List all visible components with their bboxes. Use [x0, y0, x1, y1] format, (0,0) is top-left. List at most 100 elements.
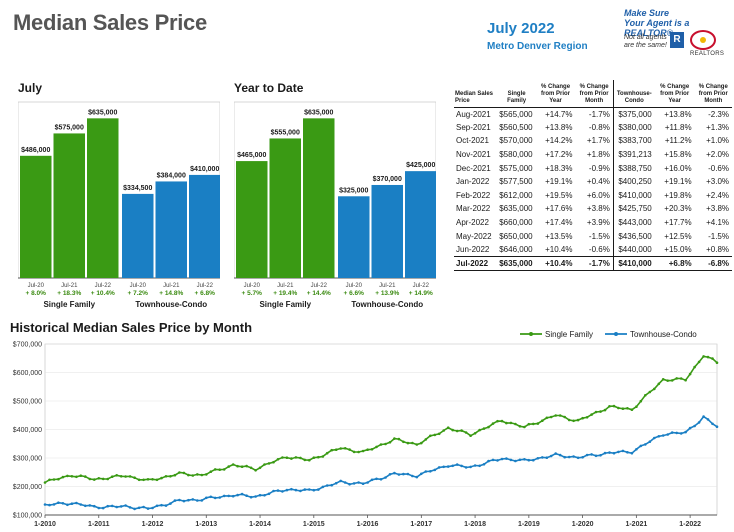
- stats-cell: $650,000: [499, 231, 533, 241]
- history-point: [433, 468, 437, 472]
- ytd-tick-label: Jul-20: [346, 283, 363, 289]
- history-point: [205, 473, 208, 476]
- history-point: [75, 475, 78, 479]
- history-point: [110, 504, 114, 508]
- history-point: [661, 434, 665, 437]
- stats-cell: $635,000: [497, 256, 536, 271]
- history-point: [290, 487, 293, 491]
- history-point: [567, 455, 571, 459]
- report-month: July 2022: [487, 20, 555, 37]
- history-point: [536, 422, 540, 425]
- history-point: [415, 475, 419, 479]
- history-point: [213, 496, 217, 500]
- ytd-value-label: $635,000: [304, 109, 333, 116]
- ytd-value-label: $555,000: [271, 129, 300, 136]
- stats-col-header: Single Family: [497, 80, 536, 108]
- history-point: [496, 459, 499, 462]
- history-legend-marker: [614, 332, 618, 336]
- history-x-tick: 1-2018: [464, 521, 486, 528]
- history-point: [585, 453, 589, 457]
- stats-cell: +1.7%: [586, 136, 610, 146]
- history-point: [648, 390, 652, 394]
- stats-row: Sep-2021 $560,500 +13.8% -0.8% $380,000 +11.8…: [454, 120, 732, 135]
- history-point: [558, 414, 562, 417]
- history-point: [281, 456, 284, 459]
- history-point: [191, 498, 195, 501]
- stats-cell: +13.8%: [545, 122, 573, 132]
- stats-cell: +0.8%: [706, 244, 729, 254]
- history-point: [325, 484, 329, 487]
- history-point: [352, 482, 356, 485]
- stats-cell: $425,750: [612, 202, 655, 216]
- history-point: [160, 476, 163, 480]
- ytd-bar: [371, 184, 403, 278]
- stats-cell: -1.5%: [588, 231, 610, 241]
- history-point: [128, 475, 132, 478]
- july-pct-label: + 18.3%: [57, 290, 81, 297]
- ytd-group-label: Single Family: [259, 300, 311, 309]
- history-point: [115, 505, 118, 509]
- stats-cell: +14.7%: [545, 109, 573, 119]
- stats-cell: +15.0%: [664, 244, 692, 254]
- history-point: [227, 465, 230, 468]
- july-bar: [87, 118, 119, 278]
- history-point: [308, 488, 311, 491]
- history-point: [375, 445, 378, 449]
- history-point: [429, 470, 432, 473]
- history-point: [321, 485, 325, 489]
- history-point: [334, 448, 338, 451]
- history-point: [339, 447, 343, 450]
- history-point: [299, 456, 302, 460]
- history-point: [178, 498, 181, 502]
- history-x-tick: 1-2020: [572, 521, 594, 528]
- july-pct-label: + 10.4%: [91, 290, 115, 297]
- history-point: [482, 463, 486, 466]
- stats-cell: +1.0%: [706, 136, 729, 146]
- history-x-tick: 1-2019: [518, 521, 540, 528]
- page-title: Median Sales Price: [13, 10, 207, 35]
- stats-cell: +3.9%: [586, 218, 610, 228]
- history-point: [348, 448, 351, 451]
- stats-cell: Jun-2022: [456, 244, 490, 254]
- history-point: [684, 430, 687, 434]
- history-point: [518, 425, 522, 428]
- history-point: [84, 475, 87, 478]
- history-point: [545, 416, 549, 420]
- stats-cell: +4.1%: [706, 218, 729, 228]
- history-point: [151, 506, 154, 510]
- history-point: [137, 506, 141, 510]
- history-point: [330, 448, 334, 452]
- stats-cell: -6.8%: [694, 256, 732, 271]
- july-tick-label: Jul-22: [197, 283, 214, 289]
- history-point: [70, 502, 74, 505]
- history-point: [424, 470, 428, 473]
- history-y-tick: $500,000: [13, 399, 42, 406]
- history-point: [603, 451, 607, 455]
- history-point: [57, 501, 60, 504]
- history-point: [411, 441, 414, 445]
- history-point: [384, 476, 387, 479]
- history-point: [119, 475, 123, 478]
- report-region: Metro Denver Region: [487, 41, 588, 52]
- stats-cell: $391,213: [612, 147, 655, 162]
- july-bar: [20, 155, 52, 278]
- history-point: [455, 429, 459, 433]
- history-point: [236, 493, 239, 497]
- history-x-tick: 1-2011: [88, 521, 110, 528]
- stats-cell: -1.7%: [575, 256, 614, 271]
- ytd-bar: [303, 118, 335, 278]
- july-tick-label: Jul-20: [130, 283, 147, 289]
- history-point: [684, 378, 687, 382]
- july-value-label: $334,500: [123, 185, 152, 192]
- ytd-value-label: $325,000: [339, 187, 368, 194]
- history-point: [231, 494, 235, 498]
- stats-row: Dec-2021 $575,000 +18.3% -0.9% $388,750 +16.0…: [454, 161, 732, 175]
- history-point: [281, 490, 284, 493]
- stats-header-row: Median Sales Price Single Family % Chang…: [454, 80, 732, 108]
- history-point: [339, 479, 343, 483]
- history-point: [205, 496, 208, 500]
- history-point: [397, 437, 401, 441]
- history-point: [688, 372, 692, 376]
- history-point: [115, 474, 118, 477]
- history-point: [670, 379, 674, 382]
